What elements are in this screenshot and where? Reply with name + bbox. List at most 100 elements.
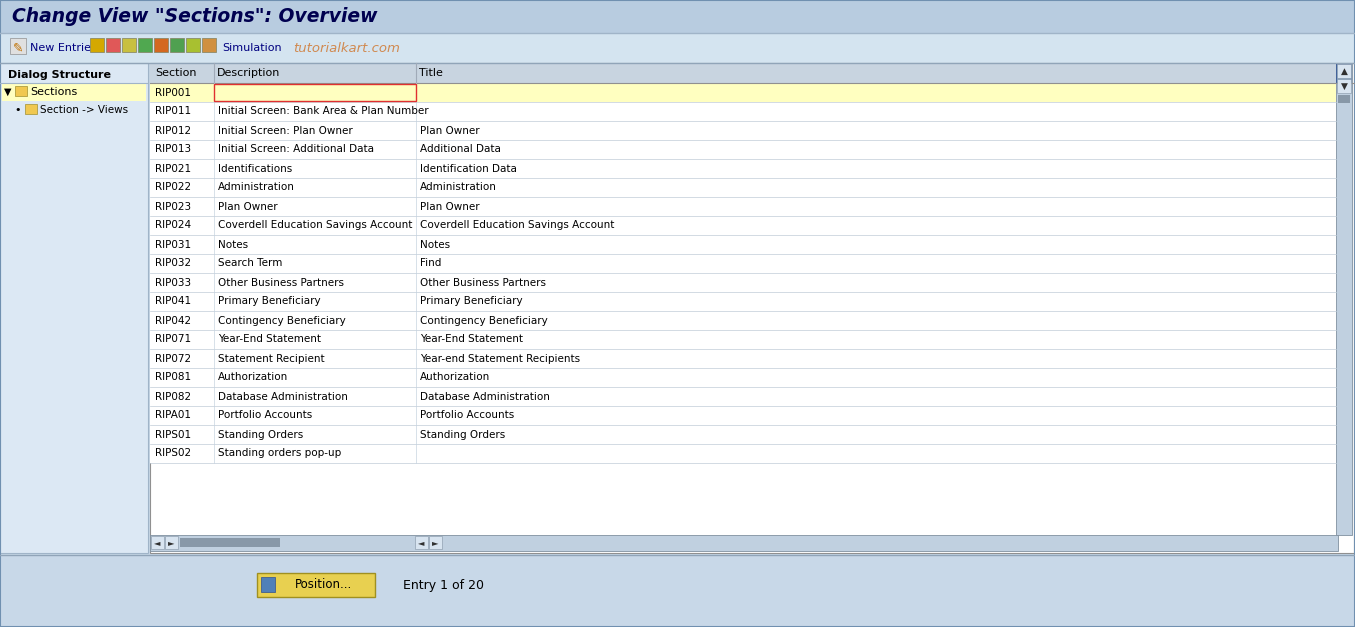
Text: ▲: ▲	[1340, 66, 1347, 75]
Text: Plan Owner: Plan Owner	[420, 125, 480, 135]
Bar	[0, 0, 1355, 33]
Text: Administration: Administration	[218, 182, 295, 192]
Text: Authorization: Authorization	[218, 372, 289, 382]
Bar	[150, 121, 1336, 140]
Bar	[150, 444, 1336, 463]
Text: Simulation: Simulation	[222, 43, 282, 53]
Bar	[214, 84, 416, 101]
Text: ▼: ▼	[4, 87, 12, 97]
Text: Standing Orders: Standing Orders	[218, 429, 304, 440]
Bar	[154, 38, 168, 52]
Bar	[1337, 64, 1351, 78]
Text: Coverdell Education Savings Account: Coverdell Education Savings Account	[420, 221, 614, 231]
Bar	[1336, 64, 1351, 82]
Text: Portfolio Accounts: Portfolio Accounts	[420, 411, 515, 421]
Bar	[430, 536, 442, 549]
Text: Database Administration: Database Administration	[420, 391, 550, 401]
Text: ►: ►	[432, 539, 438, 547]
Text: New Entries: New Entries	[30, 43, 96, 53]
Text: Title: Title	[419, 68, 443, 78]
Text: Year-End Statement: Year-End Statement	[420, 334, 523, 344]
Text: RIP021: RIP021	[154, 164, 191, 174]
Bar	[89, 38, 104, 52]
Text: Description: Description	[217, 68, 280, 78]
Text: Primary Beneficiary: Primary Beneficiary	[218, 297, 321, 307]
Text: RIP031: RIP031	[154, 240, 191, 250]
Text: Coverdell Education Savings Account: Coverdell Education Savings Account	[218, 221, 412, 231]
Text: Change View "Sections": Overview: Change View "Sections": Overview	[12, 8, 378, 26]
Bar	[262, 577, 275, 592]
Text: Header Data: Header Data	[218, 88, 285, 98]
Bar	[150, 273, 1336, 292]
Text: Statement Recipient: Statement Recipient	[218, 354, 325, 364]
Bar	[150, 235, 1336, 254]
Text: ◄: ◄	[153, 539, 160, 547]
Text: •: •	[15, 105, 22, 115]
Text: Contingency Beneficiary: Contingency Beneficiary	[218, 315, 346, 325]
Text: Year-end Statement Recipients: Year-end Statement Recipients	[420, 354, 580, 364]
Text: Initial Screen: Additional Data: Initial Screen: Additional Data	[218, 144, 374, 154]
Bar	[150, 63, 1354, 553]
Text: Entry 1 of 20: Entry 1 of 20	[402, 579, 484, 591]
Text: RIP011: RIP011	[154, 107, 191, 117]
Text: RIP012: RIP012	[154, 125, 191, 135]
Text: Initial Screen: Bank Area & Plan Number: Initial Screen: Bank Area & Plan Number	[218, 107, 428, 117]
Text: Notes: Notes	[218, 240, 248, 250]
Text: ◄: ◄	[417, 539, 424, 547]
Bar	[257, 573, 375, 597]
Bar	[180, 538, 280, 547]
Text: Primary Beneficiary: Primary Beneficiary	[420, 297, 523, 307]
Bar	[150, 197, 1336, 216]
Text: Identification Data: Identification Data	[420, 164, 516, 174]
Text: Standing Orders: Standing Orders	[420, 429, 505, 440]
Text: Database Administration: Database Administration	[218, 391, 348, 401]
Bar	[169, 38, 184, 52]
Text: ▼: ▼	[1340, 82, 1347, 90]
Bar	[150, 292, 1336, 311]
Text: RIP023: RIP023	[154, 201, 191, 211]
Text: RIP082: RIP082	[154, 391, 191, 401]
Text: RIPA01: RIPA01	[154, 411, 191, 421]
Bar	[138, 38, 152, 52]
Text: tutorialkart.com: tutorialkart.com	[293, 41, 400, 55]
Text: ►: ►	[168, 539, 175, 547]
Bar	[150, 83, 1336, 102]
Bar	[106, 38, 121, 52]
Text: Other Business Partners: Other Business Partners	[420, 278, 546, 288]
Text: RIP081: RIP081	[154, 372, 191, 382]
Text: Position...: Position...	[295, 579, 352, 591]
Bar	[150, 536, 164, 549]
Text: Additional Data: Additional Data	[420, 144, 501, 154]
Bar	[1337, 95, 1350, 103]
Bar	[1337, 79, 1351, 93]
Bar	[150, 387, 1336, 406]
Bar	[0, 555, 1355, 627]
Text: Notes: Notes	[420, 240, 450, 250]
Bar	[150, 425, 1336, 444]
Bar	[150, 535, 1337, 551]
Text: RIP024: RIP024	[154, 221, 191, 231]
Text: Administration: Administration	[420, 182, 497, 192]
Text: RIP001: RIP001	[154, 88, 191, 98]
Bar	[24, 104, 37, 114]
Text: RIP032: RIP032	[154, 258, 191, 268]
Bar	[150, 349, 1336, 368]
Text: Authorization: Authorization	[420, 372, 491, 382]
Text: Plan Owner: Plan Owner	[218, 201, 278, 211]
Bar	[150, 406, 1336, 425]
Bar	[150, 159, 1336, 178]
Text: RIPS01: RIPS01	[154, 429, 191, 440]
Text: Section: Section	[154, 68, 196, 78]
Text: RIP022: RIP022	[154, 182, 191, 192]
Bar	[150, 254, 1336, 273]
Bar	[150, 216, 1336, 235]
Bar	[1336, 63, 1352, 535]
Bar	[202, 38, 215, 52]
Bar	[165, 536, 178, 549]
Text: Section -> Views: Section -> Views	[41, 105, 129, 115]
Text: RIP071: RIP071	[154, 334, 191, 344]
Text: Year-End Statement: Year-End Statement	[218, 334, 321, 344]
Bar	[0, 33, 1355, 63]
Text: RIP033: RIP033	[154, 278, 191, 288]
Text: Find: Find	[420, 258, 442, 268]
